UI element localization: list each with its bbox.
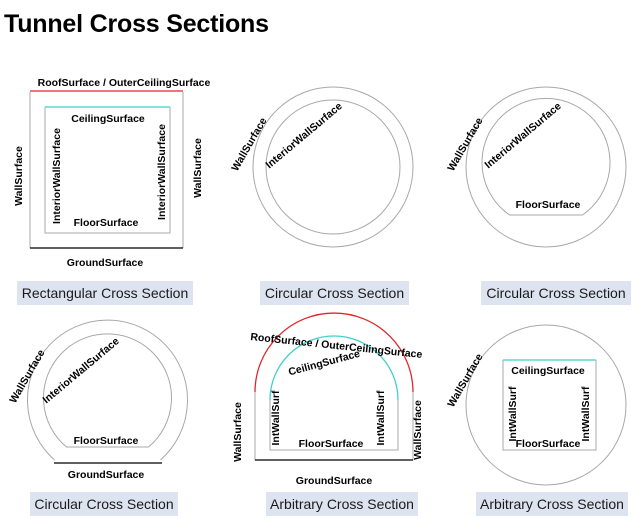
inner-profile <box>481 98 611 216</box>
ceiling-label: CeilingSurface <box>511 365 585 377</box>
inner-wall-line <box>44 107 171 234</box>
int-left-label: IntWallSurf <box>270 390 282 446</box>
wall-right-label: WallSurface <box>412 400 424 460</box>
wall-label: WallSurface <box>445 352 485 410</box>
outer-arc <box>27 319 188 461</box>
outer-circle <box>252 86 414 248</box>
caption-arbitrary-2: Arbitrary Cross Section <box>476 492 628 516</box>
ceiling-label: CeilingSurface <box>287 348 361 379</box>
ceiling-surface-arc <box>269 335 399 401</box>
panel-circular-2: WallSurface InteriorWallSurface FloorSur… <box>445 86 627 248</box>
caption-circular-2: Circular Cross Section <box>481 281 631 305</box>
inner-wall-line <box>502 360 597 451</box>
panel-arbitrary-1: RoofSurface / OuterCeilingSurface Ceilin… <box>232 312 424 487</box>
interior-label: InteriorWallSurface <box>40 335 121 406</box>
caption-circular-1: Circular Cross Section <box>260 281 409 305</box>
roof-label: RoofSurface / OuterCeilingSurface <box>38 77 211 89</box>
ground-label: GroundSurface <box>68 469 145 481</box>
caption-rectangular: Rectangular Cross Section <box>17 281 193 305</box>
roof-surface-arc <box>254 312 414 393</box>
wall-right-label: WallSurface <box>192 138 204 198</box>
int-left-label: IntWallSurf <box>507 386 519 442</box>
inner-wall-line <box>269 400 399 451</box>
floor-label: FloorSurface <box>516 438 581 450</box>
panel-rectangular: RoofSurface / OuterCeilingSurface Ceilin… <box>13 77 211 269</box>
interior-left-label: InteriorWallSurface <box>51 128 63 224</box>
int-right-label: IntWallSurf <box>580 386 592 442</box>
ceiling-label: CeilingSurface <box>71 113 145 125</box>
floor-label: FloorSurface <box>74 435 139 447</box>
outer-circle <box>465 86 627 248</box>
wall-label: WallSurface <box>445 116 485 174</box>
ground-label: GroundSurface <box>296 475 373 487</box>
wall-label: WallSurface <box>229 116 269 174</box>
interior-label: InteriorWallSurface <box>482 100 563 171</box>
caption-arbitrary-1: Arbitrary Cross Section <box>266 492 418 516</box>
panel-circular-1: WallSurface InteriorWallSurface <box>229 86 414 248</box>
interior-right-label: InteriorWallSurface <box>156 124 168 220</box>
floor-label: FloorSurface <box>74 217 139 229</box>
panel-circular-3: WallSurface InteriorWallSurface FloorSur… <box>7 319 188 481</box>
wall-left-label: WallSurface <box>13 146 25 206</box>
floor-label: FloorSurface <box>299 438 364 450</box>
floor-label: FloorSurface <box>516 199 581 211</box>
caption-circular-3: Circular Cross Section <box>30 492 178 516</box>
page-title: Tunnel Cross Sections <box>4 10 269 38</box>
outer-circle <box>465 324 627 486</box>
int-right-label: IntWallSurf <box>375 390 387 446</box>
inner-profile <box>43 333 172 448</box>
panel-arbitrary-2: WallSurface CeilingSurface IntWallSurf I… <box>445 324 627 486</box>
ground-label: GroundSurface <box>67 257 144 269</box>
wall-left-label: WallSurface <box>232 402 244 462</box>
inner-circle <box>265 99 401 235</box>
